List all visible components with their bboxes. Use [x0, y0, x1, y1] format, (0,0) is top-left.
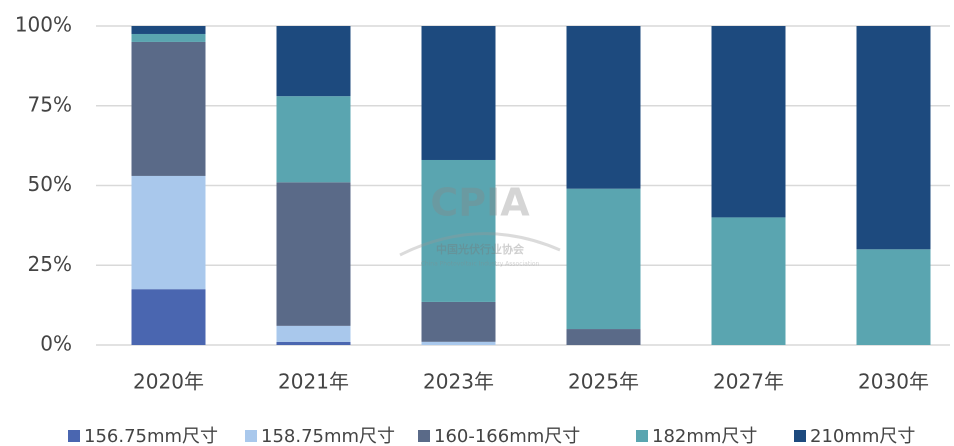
- legend-swatch: [68, 430, 80, 442]
- legend-swatch: [794, 430, 806, 442]
- legend-swatch: [418, 430, 430, 442]
- legend-swatch: [245, 430, 257, 442]
- watermark: CPIA 中国光伏行业协会 China Photovoltaic Industr…: [399, 181, 561, 268]
- bar-segment: [131, 289, 206, 345]
- y-tick-label: 50%: [28, 172, 72, 196]
- bar-segment: [131, 33, 206, 42]
- x-tick-label: 2025年: [568, 370, 639, 394]
- y-tick-label: 25%: [28, 252, 72, 276]
- legend-label: 210mm尺寸: [810, 426, 915, 446]
- watermark-arc: [399, 232, 561, 257]
- bar-segment: [421, 341, 496, 345]
- bar-segment: [421, 301, 496, 342]
- legend-label: 158.75mm尺寸: [261, 426, 395, 446]
- bar-segment: [566, 329, 641, 345]
- x-tick-label: 2030年: [858, 370, 929, 394]
- x-tick-label: 2023年: [423, 370, 494, 394]
- bar-segment: [276, 341, 351, 345]
- y-tick-label: 75%: [28, 92, 72, 116]
- legend-label: 160-166mm尺寸: [434, 426, 580, 446]
- y-tick-label: 100%: [15, 13, 72, 37]
- legend-swatch: [636, 430, 648, 442]
- bar-segment: [856, 26, 931, 250]
- bar-segment: [131, 26, 206, 34]
- legend-label: 156.75mm尺寸: [84, 426, 218, 446]
- bar-segment: [421, 159, 496, 302]
- bar-segment: [421, 26, 496, 160]
- watermark-logo: CPIA: [430, 181, 530, 225]
- bar-segment: [131, 175, 206, 290]
- x-tick-label: 2020年: [133, 370, 204, 394]
- bar-segment: [711, 217, 786, 345]
- bar-segment: [566, 188, 641, 330]
- x-tick-label: 2021年: [278, 370, 349, 394]
- legend-label: 182mm尺寸: [652, 426, 757, 446]
- x-tick-label: 2027年: [713, 370, 784, 394]
- bar-segment: [131, 41, 206, 176]
- watermark-english: China Photovoltaic Industry Association: [421, 261, 540, 268]
- bar-segment: [711, 26, 786, 218]
- bar-segment: [276, 26, 351, 97]
- bar-segment: [276, 96, 351, 183]
- bar-segment: [276, 325, 351, 342]
- bar-segment: [276, 182, 351, 326]
- plot: 0% 25% 50% 75% 100% 2020年 2021年 2023年 2025年 2027年…: [15, 13, 950, 446]
- y-tick-label: 0%: [40, 332, 72, 356]
- bar-segment: [856, 249, 931, 345]
- watermark-name: 中国光伏行业协会: [436, 242, 525, 256]
- bar-segment: [566, 26, 641, 189]
